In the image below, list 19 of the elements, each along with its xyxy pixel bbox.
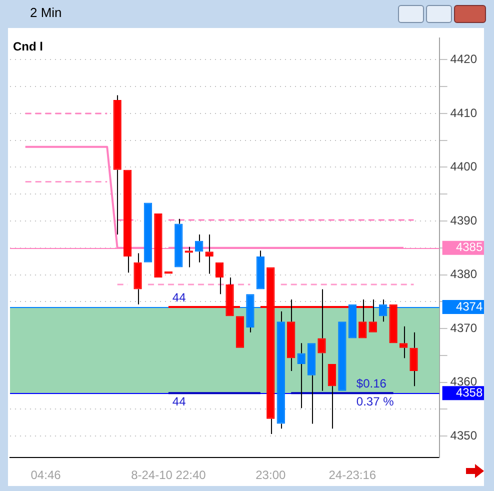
annotation: 44 (172, 394, 186, 408)
annotation: $0.16 (356, 376, 387, 390)
y-tick-label: 4390 (450, 213, 478, 228)
ref-line-label: 4374 (456, 299, 483, 314)
y-tick-label: 4410 (450, 106, 478, 120)
annotation: 0.37 % (356, 394, 394, 408)
ref-line-label: 4385 (456, 240, 483, 254)
y-tick-label: 4420 (450, 52, 478, 66)
y-tick-label: 4380 (450, 267, 478, 282)
y-tick-label: 4400 (450, 160, 478, 174)
y-tick-label: 4370 (450, 320, 478, 335)
annotation: Cnd l (13, 40, 43, 54)
y-tick-label: 4350 (450, 428, 478, 442)
x-tick-label: 8-24-10 22:40 (131, 468, 206, 482)
chart-title: 2 Min (30, 5, 62, 20)
annotation: 44 (172, 290, 186, 304)
x-tick-label: 04:46 (30, 468, 62, 482)
x-tick-label: 24-23:16 (328, 468, 376, 482)
x-tick-label: 23:00 (256, 468, 286, 482)
